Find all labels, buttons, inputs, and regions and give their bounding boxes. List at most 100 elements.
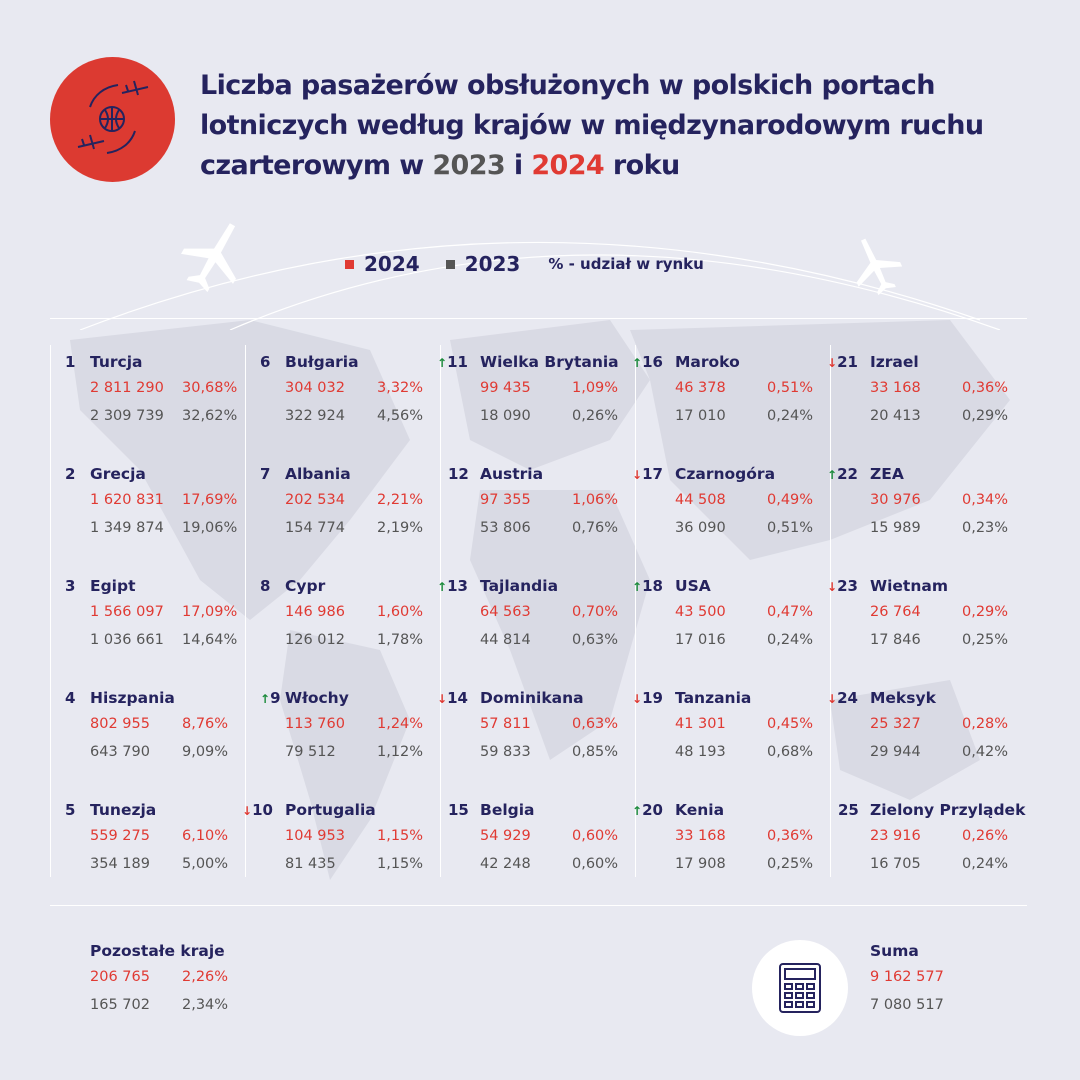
share-2023: 0,23%: [962, 520, 1009, 536]
share-2023: 0,42%: [962, 744, 1009, 760]
share-2023: 0,63%: [572, 632, 619, 648]
value-2024: 2 811 290: [90, 380, 164, 396]
rank-value: 4: [65, 689, 76, 707]
rank-number: 15: [448, 801, 469, 819]
share-2024: 0,26%: [962, 828, 1009, 844]
country-name: Meksyk: [870, 689, 936, 707]
other-2023-pct: 2,34%: [182, 997, 229, 1013]
value-2023: 17 846: [870, 632, 921, 648]
rank-number: ↑20: [632, 801, 663, 819]
country-name: Zielony Przylądek: [870, 801, 1026, 819]
arrow-up-icon: ↑: [632, 356, 643, 370]
share-2024: 3,32%: [377, 380, 424, 396]
value-2024: 104 953: [285, 828, 345, 844]
rank-value: 24: [837, 689, 858, 707]
value-2024: 30 976: [870, 492, 921, 508]
column-divider: [440, 345, 441, 877]
rank-value: 8: [260, 577, 271, 595]
value-2023: 15 989: [870, 520, 921, 536]
share-2023: 1,12%: [377, 744, 424, 760]
title-year-2024: 2024: [531, 150, 605, 181]
share-2024: 0,60%: [572, 828, 619, 844]
share-2023: 19,06%: [182, 520, 238, 536]
value-2024: 54 929: [480, 828, 531, 844]
rank-value: 3: [65, 577, 76, 595]
rank-number: 8: [260, 577, 270, 595]
country-name: USA: [675, 577, 711, 595]
rank-value: 7: [260, 465, 271, 483]
value-2024: 1 566 097: [90, 604, 164, 620]
country-name: Tunezja: [90, 801, 157, 819]
value-2023: 2 309 739: [90, 408, 164, 424]
value-2024: 33 168: [870, 380, 921, 396]
arrow-down-icon: ↓: [827, 356, 838, 370]
rank-value: 10: [252, 801, 273, 819]
country-name: Portugalia: [285, 801, 376, 819]
value-2023: 48 193: [675, 744, 726, 760]
value-2024: 57 811: [480, 716, 531, 732]
share-2023: 0,60%: [572, 856, 619, 872]
share-2023: 0,51%: [767, 520, 814, 536]
rank-value: 17: [642, 465, 663, 483]
value-2023: 16 705: [870, 856, 921, 872]
share-2024: 0,51%: [767, 380, 814, 396]
other-countries: Pozostałe kraje: [90, 942, 225, 960]
share-2024: 0,70%: [572, 604, 619, 620]
value-2023: 29 944: [870, 744, 921, 760]
share-2023: 32,62%: [182, 408, 238, 424]
share-2023: 0,25%: [767, 856, 814, 872]
rank-number: 5: [65, 801, 75, 819]
value-2024: 202 534: [285, 492, 345, 508]
value-2023: 17 016: [675, 632, 726, 648]
country-name: Grecja: [90, 465, 146, 483]
value-2024: 46 378: [675, 380, 726, 396]
country-name: Tajlandia: [480, 577, 559, 595]
other-2024: 206 765: [90, 969, 150, 985]
legend-2024: 2024: [364, 252, 420, 276]
value-2024: 304 032: [285, 380, 345, 396]
rank-value: 23: [837, 577, 858, 595]
country-name: Belgia: [480, 801, 535, 819]
arrow-up-icon: ↑: [260, 692, 271, 706]
share-2023: 4,56%: [377, 408, 424, 424]
share-2024: 0,63%: [572, 716, 619, 732]
country-name: Maroko: [675, 353, 740, 371]
value-2024: 64 563: [480, 604, 531, 620]
share-2023: 0,29%: [962, 408, 1009, 424]
rank-number: 12: [448, 465, 469, 483]
column-divider: [830, 345, 831, 877]
rank-value: 18: [642, 577, 663, 595]
country-name: Kenia: [675, 801, 725, 819]
country-name: Egipt: [90, 577, 136, 595]
value-2024: 26 764: [870, 604, 921, 620]
rank-number: 6: [260, 353, 270, 371]
rank-value: 21: [837, 353, 858, 371]
rank-number: 4: [65, 689, 75, 707]
value-2024: 33 168: [675, 828, 726, 844]
rank-value: 16: [642, 353, 663, 371]
rank-number: ↓23: [827, 577, 858, 595]
value-2023: 42 248: [480, 856, 531, 872]
rank-number: 25: [838, 801, 859, 819]
airplane-icon: [856, 238, 903, 296]
share-2023: 0,24%: [767, 632, 814, 648]
share-2024: 0,29%: [962, 604, 1009, 620]
share-2024: 30,68%: [182, 380, 238, 396]
value-2024: 23 916: [870, 828, 921, 844]
value-2023: 53 806: [480, 520, 531, 536]
arrow-down-icon: ↓: [827, 580, 838, 594]
divider: [50, 905, 1027, 906]
country-name: Cypr: [285, 577, 326, 595]
value-2023: 643 790: [90, 744, 150, 760]
share-2024: 17,69%: [182, 492, 238, 508]
title-text-end: roku: [604, 150, 680, 181]
rank-number: 1: [65, 353, 75, 371]
value-2024: 146 986: [285, 604, 345, 620]
rank-value: 20: [642, 801, 663, 819]
value-2023: 20 413: [870, 408, 921, 424]
column-divider: [50, 345, 51, 877]
share-2023: 0,26%: [572, 408, 619, 424]
share-2024: 0,36%: [767, 828, 814, 844]
arrow-up-icon: ↑: [827, 468, 838, 482]
share-2024: 1,06%: [572, 492, 619, 508]
